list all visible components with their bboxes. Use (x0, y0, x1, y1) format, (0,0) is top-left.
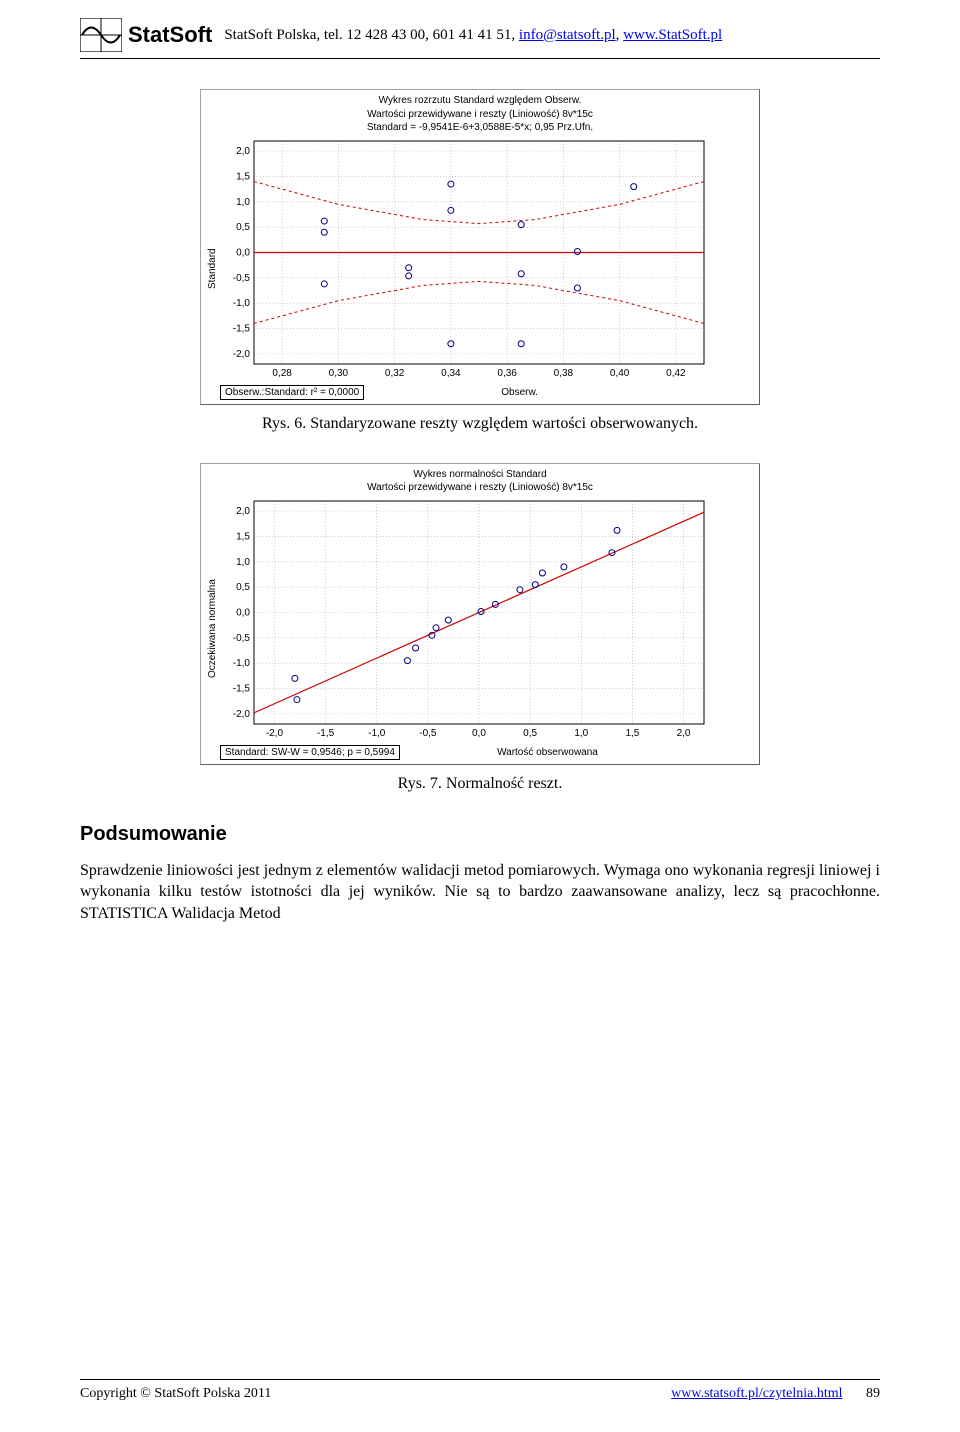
footer-link[interactable]: www.statsoft.pl/czytelnia.html (671, 1386, 842, 1401)
svg-text:-1,5: -1,5 (233, 323, 251, 334)
figure-caption-7: Rys. 7. Normalność reszt. (80, 775, 880, 793)
svg-text:-1,0: -1,0 (233, 298, 251, 309)
svg-text:-1,5: -1,5 (317, 728, 335, 739)
svg-text:0,0: 0,0 (236, 607, 250, 618)
page-header: StatSoft StatSoft Polska, tel. 12 428 43… (80, 0, 880, 59)
body-paragraph: Sprawdzenie liniowości jest jednym z ele… (80, 860, 880, 925)
chart1-plot: 0,28 0,30 0,32 0,34 0,36 0,38 0,40 0,42 -2,0 -1,5… (220, 137, 710, 382)
svg-text:0,0: 0,0 (236, 247, 250, 258)
section-heading: Podsumowanie (80, 823, 880, 846)
page-footer: Copyright © StatSoft Polska 2011 www.sta… (80, 1379, 880, 1402)
svg-text:0,42: 0,42 (666, 368, 686, 379)
svg-text:-1,5: -1,5 (233, 683, 251, 694)
svg-text:0,36: 0,36 (497, 368, 517, 379)
svg-text:-0,5: -0,5 (419, 728, 437, 739)
svg-text:-1,0: -1,0 (368, 728, 386, 739)
svg-text:2,0: 2,0 (236, 146, 250, 157)
qqplot-chart-box: Wykres normalności Standard Wartości prz… (200, 463, 760, 765)
svg-text:-0,5: -0,5 (233, 632, 251, 643)
svg-text:0,5: 0,5 (236, 222, 250, 233)
header-email-link[interactable]: info@statsoft.pl (519, 27, 616, 43)
chart2-title-line: Wykres normalności Standard (205, 468, 755, 482)
chart2-plot: -2,0 -1,5 -1,0 -0,5 0,0 0,5 1,0 1,5 2,0 -2,0 -1,5 -… (220, 497, 710, 742)
svg-text:1,0: 1,0 (236, 556, 250, 567)
chart2-xlabel: Wartość obserwowana (400, 747, 695, 758)
chart1-title-line: Standard = -9,9541E-6+3,0588E-5*x; 0,95 … (205, 121, 755, 135)
chart1-xlabel: Obserw. (364, 387, 675, 398)
logo-text: StatSoft (128, 22, 212, 48)
chart2-title-line: Wartości przewidywane i reszty (Liniowoś… (205, 481, 755, 495)
svg-text:0,5: 0,5 (236, 582, 250, 593)
page-number: 89 (866, 1386, 880, 1401)
scatter-chart-box: Wykres rozrzutu Standard względem Obserw… (200, 89, 760, 405)
svg-text:1,5: 1,5 (625, 728, 639, 739)
svg-text:0,30: 0,30 (329, 368, 349, 379)
svg-text:0,38: 0,38 (554, 368, 574, 379)
chart2-title: Wykres normalności Standard Wartości prz… (205, 468, 755, 495)
svg-text:1,5: 1,5 (236, 171, 250, 182)
chart1-stats-box: Obserw.:Standard: r² = 0,0000 (220, 385, 364, 400)
chart1-title-line: Wykres rozrzutu Standard względem Obserw… (205, 94, 755, 108)
logo-icon (80, 18, 122, 52)
figure-caption-6: Rys. 6. Standaryzowane reszty względem w… (80, 415, 880, 433)
header-site-link[interactable]: www.StatSoft.pl (623, 27, 722, 43)
chart1-title-line: Wartości przewidywane i reszty (Liniowoś… (205, 108, 755, 122)
svg-text:-0,5: -0,5 (233, 272, 251, 283)
svg-text:2,0: 2,0 (236, 506, 250, 517)
svg-text:0,34: 0,34 (441, 368, 461, 379)
svg-text:0,5: 0,5 (523, 728, 537, 739)
svg-text:0,28: 0,28 (272, 368, 292, 379)
svg-text:2,0: 2,0 (677, 728, 691, 739)
chart2-stats-box: Standard: SW-W = 0,9546; p = 0,5994 (220, 745, 400, 760)
chart2-ylabel: Oczekiwana normalna (205, 497, 220, 760)
chart1-ylabel: Standard (205, 137, 220, 400)
svg-text:0,40: 0,40 (610, 368, 630, 379)
svg-text:-2,0: -2,0 (233, 708, 251, 719)
svg-text:0,0: 0,0 (472, 728, 486, 739)
svg-text:0,32: 0,32 (385, 368, 405, 379)
logo: StatSoft (80, 18, 212, 52)
svg-text:-2,0: -2,0 (233, 348, 251, 359)
header-contact: StatSoft Polska, tel. 12 428 43 00, 601 … (224, 27, 722, 44)
svg-text:1,0: 1,0 (236, 196, 250, 207)
copyright-text: Copyright © StatSoft Polska 2011 (80, 1386, 271, 1402)
svg-text:1,0: 1,0 (574, 728, 588, 739)
svg-text:-2,0: -2,0 (266, 728, 284, 739)
svg-text:1,5: 1,5 (236, 531, 250, 542)
chart1-title: Wykres rozrzutu Standard względem Obserw… (205, 94, 755, 135)
contact-text: StatSoft Polska, tel. 12 428 43 00, 601 … (224, 27, 519, 43)
svg-text:-1,0: -1,0 (233, 658, 251, 669)
